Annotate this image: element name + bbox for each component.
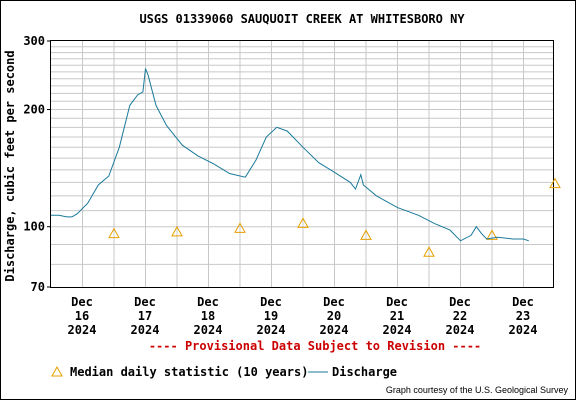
legend-median-marker [51,365,63,377]
credit-text: Graph courtesy of the U.S. Geological Su… [386,385,569,395]
x-tick-label: 2024 [509,323,538,337]
x-tick-label: 2024 [320,323,349,337]
x-tick-label: 2024 [446,323,475,337]
provisional-note: ---- Provisional Data Subject to Revisio… [149,339,481,353]
y-axis: 70 100 200 300 [23,34,51,294]
x-tick-label: 2024 [131,323,160,337]
x-tick-label: 20 [327,309,341,323]
x-tick-label: 21 [390,309,404,323]
x-tick-label: Dec [386,295,408,309]
y-tick-label: 200 [23,103,45,117]
plot-area-frame [50,40,554,288]
median-marker [486,229,498,240]
x-tick-label: 2024 [68,323,97,337]
x-tick-label: 22 [453,309,467,323]
chart-title: USGS 01339060 SAUQUOIT CREEK AT WHITESBO… [139,12,465,26]
x-tick-label: 2024 [194,323,223,337]
x-tick-label: Dec [197,295,219,309]
y-tick-label: 300 [23,34,45,48]
x-tick-label: 17 [138,309,152,323]
x-tick-label: Dec [512,295,534,309]
median-marker [297,217,309,228]
y-axis-label: Discharge, cubic feet per second [3,50,17,281]
median-marker [549,177,561,189]
legend: Median daily statistic (10 years) Discha… [51,365,397,379]
median-marker [108,227,120,239]
x-tick-label: 23 [516,309,530,323]
x-tick-label: Dec [449,295,471,309]
x-tick-label: 2024 [383,323,412,337]
x-axis: Dec162024Dec172024Dec182024Dec192024Dec2… [68,295,538,337]
legend-median-label: Median daily statistic (10 years) [70,365,308,379]
x-tick-label: 19 [264,309,278,323]
x-tick-label: 16 [75,309,89,323]
median-marker [171,225,183,237]
x-tick-label: Dec [260,295,282,309]
y-tick-label: 70 [31,280,45,294]
discharge-line [51,68,529,242]
median-marker [234,222,246,233]
x-tick-label: 2024 [257,323,286,337]
x-tick-label: Dec [134,295,156,309]
y-tick-label: 100 [23,220,45,234]
x-tick-label: Dec [71,295,93,309]
median-marker [423,246,435,257]
grid [51,41,553,287]
x-tick-label: 18 [201,309,215,323]
x-tick-label: Dec [323,295,345,309]
series-group [51,68,561,257]
median-marker [360,229,372,240]
legend-discharge-label: Discharge [332,365,397,379]
